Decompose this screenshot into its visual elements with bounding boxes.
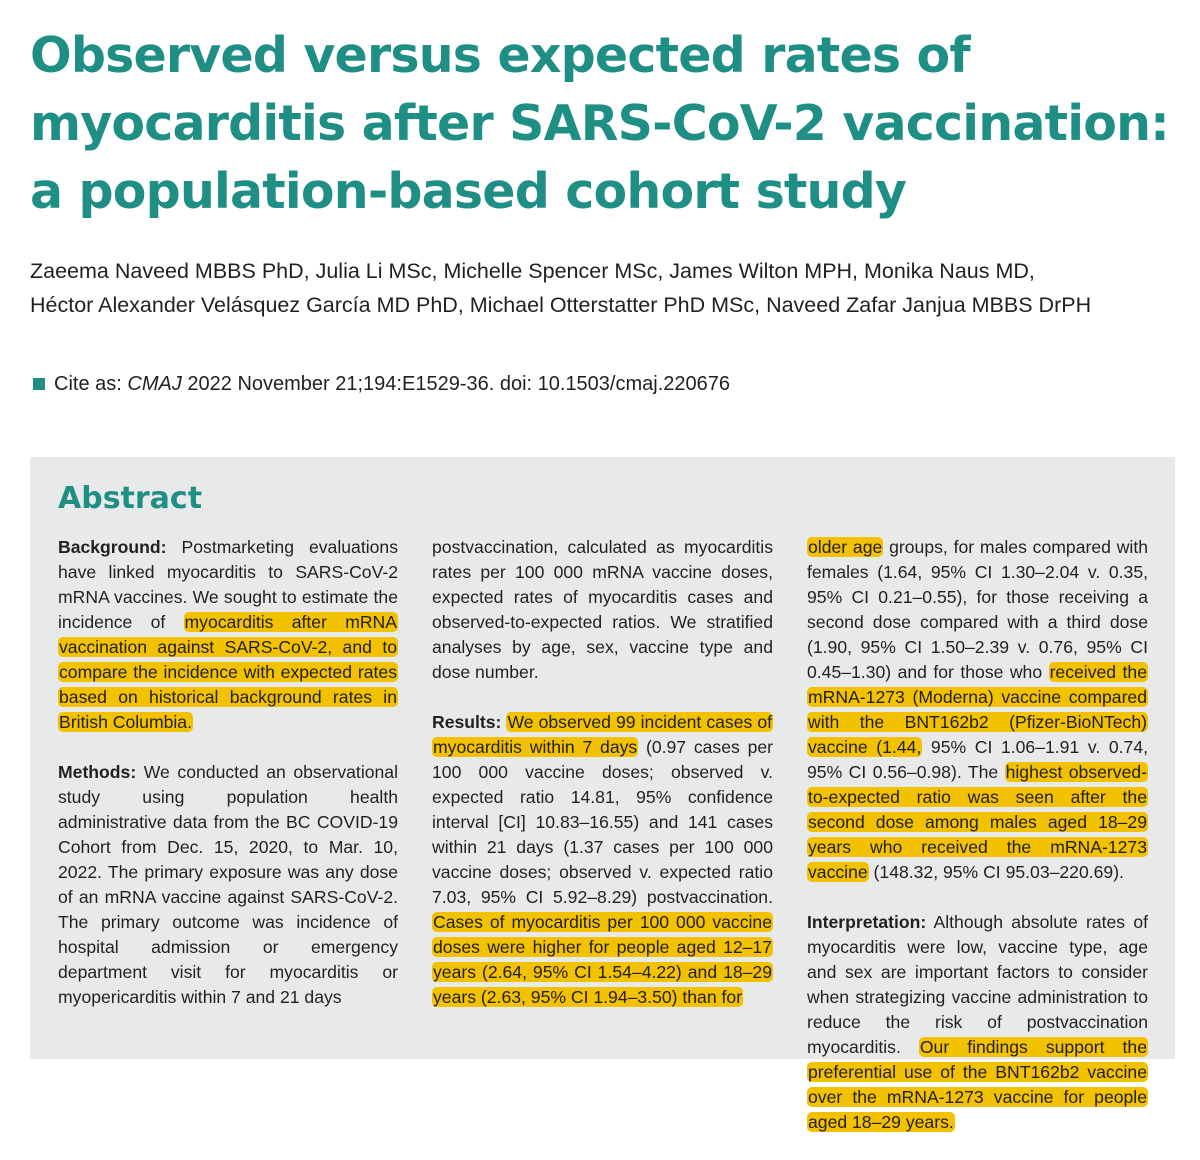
citation: Cite as: CMAJ 2022 November 21;194:E1529…	[33, 370, 730, 398]
cite-journal: CMAJ	[127, 373, 182, 395]
results-section: Results: We observed 99 incident cases o…	[432, 710, 773, 1010]
interpretation-section: Interpretation: Although absolute rates …	[807, 910, 1148, 1135]
results-text: (0.97 cases per 100 000 vaccine doses; o…	[432, 737, 773, 907]
highlighted-text: older age	[807, 537, 884, 557]
author-line: Zaeema Naveed MBBS PhD, Julia Li MSc, Mi…	[30, 259, 1035, 283]
interpretation-label: Interpretation:	[807, 912, 927, 932]
results-text: groups, for males compared with females …	[807, 537, 1149, 682]
cite-label: Cite as:	[54, 373, 122, 395]
background-label: Background:	[58, 537, 167, 557]
cite-details: 2022 November 21;194:E1529-36. doi: 10.1…	[187, 373, 731, 395]
methods-label: Methods:	[58, 762, 137, 782]
abstract-column-1: Background: Postmarketing evaluations ha…	[58, 535, 398, 1035]
highlighted-text: Cases of myocarditis per 100 000 vaccine…	[432, 912, 773, 1007]
author-line: Héctor Alexander Velásquez García MD PhD…	[30, 293, 1092, 317]
abstract-column-2: postvaccination, calculated as myocardit…	[432, 535, 773, 1035]
results-text: 95% CI 1.06–1.91 v. 0.74, 95% CI 0.56–0.…	[807, 737, 1148, 782]
methods-text: We conducted an observational study usin…	[58, 762, 398, 1007]
background-section: Background: Postmarketing evaluations ha…	[58, 535, 398, 735]
abstract-heading: Abstract	[58, 481, 203, 516]
abstract-column-3: older age groups, for males compared wit…	[807, 535, 1149, 1160]
abstract-panel: Abstract Background: Postmarketing evalu…	[30, 457, 1175, 1132]
results-text: (148.32, 95% CI 95.03–220.69).	[868, 862, 1124, 882]
results-continued: older age groups, for males compared wit…	[807, 535, 1149, 885]
square-bullet-icon	[33, 378, 45, 390]
results-label: Results:	[432, 712, 507, 732]
interpretation-text: Although absolute rates of myocarditis w…	[807, 912, 1148, 1057]
article-title: Observed versus expected rates of myocar…	[30, 27, 1170, 220]
background-text: Postmarketing evaluations have linked my…	[58, 537, 398, 632]
methods-continued: postvaccination, calculated as myocardit…	[432, 537, 773, 682]
author-list: Zaeema Naveed MBBS PhD, Julia Li MSc, Mi…	[30, 254, 1190, 322]
methods-section: Methods: We conducted an observational s…	[58, 760, 398, 1010]
